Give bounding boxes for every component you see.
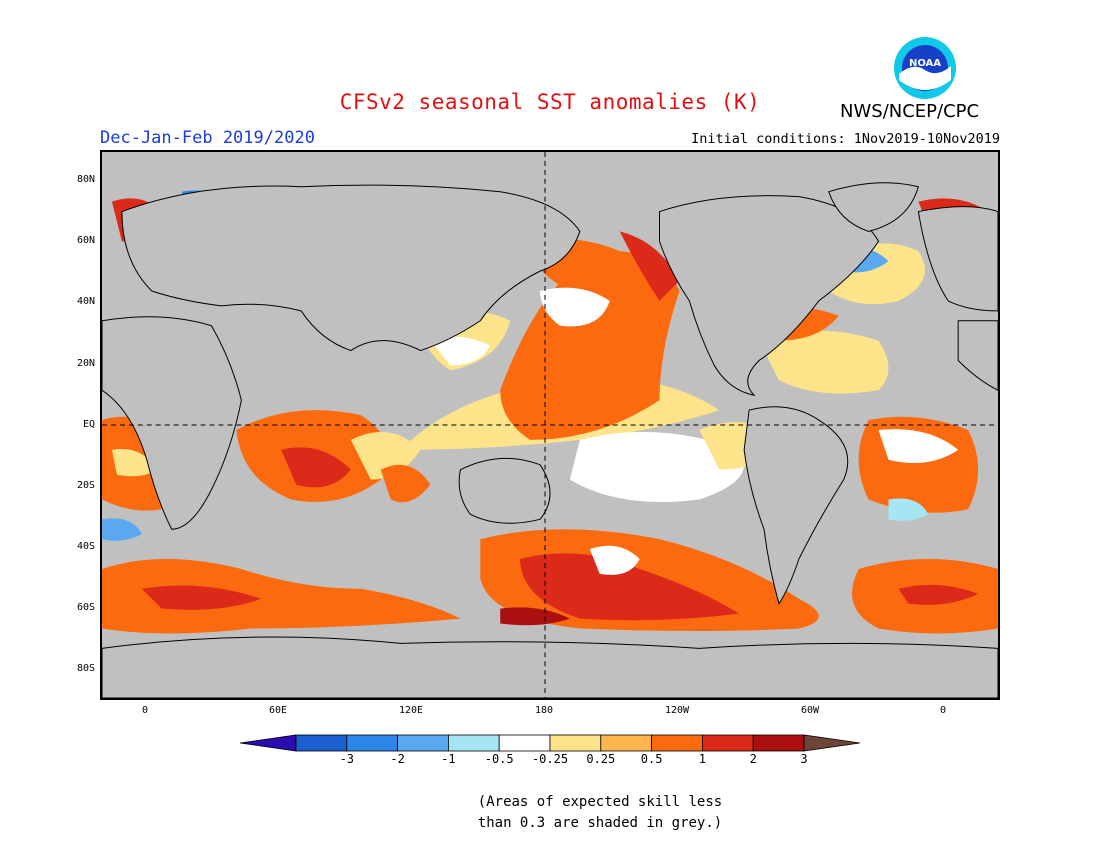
colorbar-extend-low: [240, 734, 297, 752]
initial-conditions-label: Initial conditions: 1Nov2019-10Nov2019: [691, 131, 1000, 147]
sst-anomaly-map: [100, 150, 1000, 700]
season-label: Dec-Jan-Feb 2019/2020: [100, 128, 315, 148]
colorbar-tick-label: 1: [698, 752, 706, 766]
lat-label: 20S: [76, 480, 95, 491]
colorbar: [240, 734, 860, 752]
lat-label: EQ: [82, 419, 95, 430]
noaa-logo: NOAA: [894, 37, 956, 99]
lat-label: 60N: [76, 235, 95, 246]
colorbar-tick-label: 0.25: [586, 752, 616, 766]
lon-label: 180: [534, 705, 554, 716]
lon-label: 120E: [398, 705, 424, 716]
colorbar-tick-label: 0.5: [640, 752, 663, 766]
colorbar-segment: [752, 734, 805, 752]
colorbar-segment: [295, 734, 348, 752]
logo-text: NOAA: [909, 58, 941, 69]
skill-note-line2: than 0.3 are shaded in grey.): [477, 815, 723, 831]
agency-label: NWS/NCEP/CPC: [840, 101, 980, 122]
skill-note-line1: (Areas of expected skill less: [477, 794, 723, 810]
colorbar-segment: [600, 734, 652, 752]
lat-label: 40S: [76, 541, 95, 552]
lon-label: 0: [939, 705, 947, 716]
colorbar-tick-label: -3: [339, 752, 355, 766]
lon-label: 0: [141, 705, 149, 716]
anomaly-shading: [102, 190, 998, 663]
colorbar-segment: [346, 734, 399, 752]
colorbar-segment: [701, 734, 754, 752]
colorbar-segment: [447, 734, 500, 752]
colorbar-tick-label: -0.5: [484, 752, 514, 766]
lon-label: 60W: [800, 705, 820, 716]
colorbar-tick-label: 3: [800, 752, 808, 766]
chart-title: CFSv2 seasonal SST anomalies (K): [339, 90, 761, 114]
skill-note: (Areas of expected skill less than 0.3 a…: [440, 792, 760, 834]
lat-label: 20N: [76, 358, 95, 369]
colorbar-extend-high: [803, 734, 860, 752]
colorbar-tick-label: -2: [390, 752, 405, 766]
colorbar-segment: [549, 734, 602, 752]
colorbar-tick-label: -0.25: [531, 752, 569, 766]
colorbar-segment: [651, 734, 703, 752]
lat-label: 60S: [76, 602, 95, 613]
colorbar-segment: [498, 734, 551, 752]
lat-label: 40N: [76, 296, 95, 307]
colorbar-tick-label: -1: [441, 752, 456, 766]
continents: [102, 182, 998, 698]
colorbar-segment: [397, 734, 449, 752]
lat-label: 80N: [76, 174, 95, 185]
lon-label: 120W: [664, 705, 690, 716]
lat-label: 80S: [76, 663, 95, 674]
colorbar-tick-label: 2: [749, 752, 757, 766]
lon-label: 60E: [268, 705, 288, 716]
